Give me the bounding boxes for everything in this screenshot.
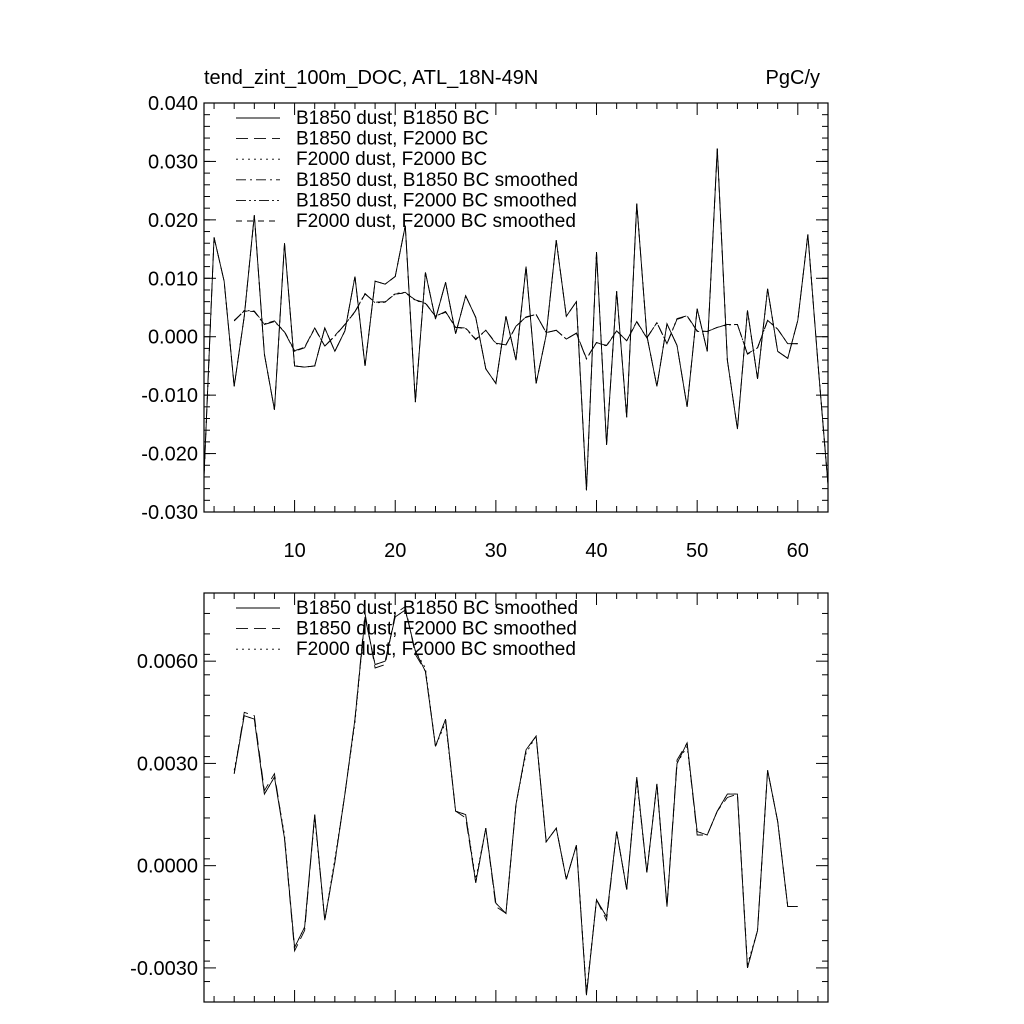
series-line-5: [233, 292, 798, 360]
x-tick-label: 60: [787, 540, 809, 562]
legend-label: B1850 dust, F2000 BC smoothed: [296, 190, 577, 211]
y-tick-label: -0.0030: [130, 958, 198, 980]
y-tick-label: 0.010: [148, 268, 198, 290]
y-tick-label: -0.010: [141, 385, 198, 407]
top-panel: 10 20 30 40 50 60 -0.030 -0.020 -0.010 0.000 0.010…: [141, 93, 829, 562]
y-tick-label: 0.040: [148, 93, 198, 115]
y-tick-label: 0.030: [148, 151, 198, 173]
x-tick-label: 50: [686, 540, 708, 562]
legend-label: B1850 dust, B1850 BC: [296, 108, 489, 129]
series-line-2: [204, 148, 828, 491]
legend-label: B1850 dust, F2000 BC smoothed: [296, 619, 577, 640]
legend-label: F2000 dust, F2000 BC smoothed: [296, 211, 576, 232]
series-line-0: [233, 609, 798, 996]
y-tick-label: -0.020: [141, 444, 198, 466]
y-tick-label: 0.020: [148, 210, 198, 232]
legend-label: B1850 dust, F2000 BC: [296, 129, 488, 150]
chart-title: tend_zint_100m_DOC, ATL_18N-49N: [204, 67, 538, 89]
legend-label: B1850 dust, B1850 BC smoothed: [296, 170, 578, 191]
units-label: PgC/y: [766, 67, 820, 89]
y-tick-label: 0.0030: [137, 753, 198, 775]
y-tick-label: -0.030: [141, 502, 198, 524]
x-tick-label: 40: [585, 540, 607, 562]
x-tick-label: 30: [485, 540, 507, 562]
x-tick-label: 20: [384, 540, 406, 562]
legend-label: F2000 dust, F2000 BC: [296, 149, 487, 170]
legend-label: F2000 dust, F2000 BC smoothed: [296, 639, 576, 660]
y-tick-label: 0.000: [148, 327, 198, 349]
y-tick-label: 0.0000: [137, 856, 198, 878]
legend-label: B1850 dust, B1850 BC smoothed: [296, 598, 578, 619]
series-line-2: [233, 609, 798, 992]
y-tick-label: 0.0060: [137, 651, 198, 673]
bottom-panel: -0.0030 0.0000 0.0030 0.0060 B1850 dust, B18…: [130, 592, 829, 1003]
x-tick-label: 10: [283, 540, 305, 562]
series-line-1: [233, 605, 798, 996]
